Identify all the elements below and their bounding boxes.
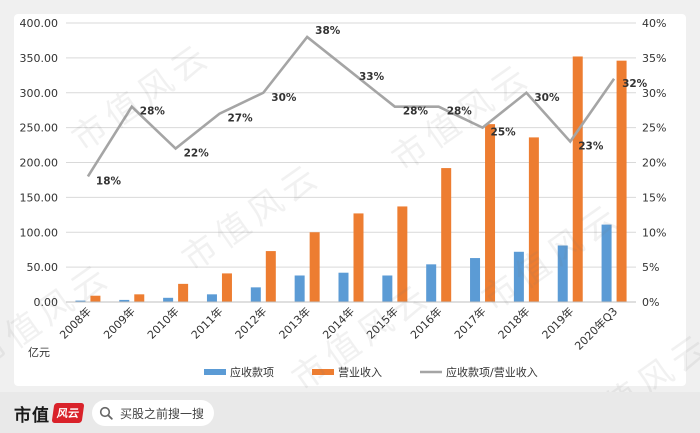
legend-swatch	[312, 369, 334, 375]
bar	[441, 168, 452, 302]
data-label: 23%	[578, 141, 604, 153]
x-tick-label: 2012年	[232, 304, 269, 341]
data-label: 28%	[447, 106, 473, 118]
data-label: 27%	[227, 113, 253, 125]
x-tick-label: 2019年	[539, 304, 576, 341]
data-label: 18%	[96, 175, 122, 187]
y2-tick-label: 5%	[642, 261, 659, 274]
y-tick-label: 250.00	[20, 122, 59, 135]
bar	[616, 60, 627, 302]
bar	[426, 264, 437, 302]
unit-label: 亿元	[28, 346, 50, 359]
y-tick-label: 150.00	[20, 191, 59, 204]
data-label: 22%	[184, 148, 210, 160]
search-box[interactable]: 买股之前搜一搜	[92, 400, 214, 426]
chart: 18%28%22%27%30%38%33%28% 28%25%30%23%32% …	[20, 17, 667, 379]
bar	[178, 283, 189, 302]
x-tick-label: 2008年	[57, 304, 94, 341]
y2-tick-label: 20%	[642, 157, 666, 170]
bar	[206, 294, 217, 302]
legend-label: 营业收入	[338, 365, 382, 379]
bar	[513, 251, 524, 302]
search-icon	[99, 405, 115, 421]
legend-label: 应收款项/营业收入	[446, 365, 538, 379]
y-tick-label: 200.00	[20, 157, 59, 170]
data-label: 33%	[359, 71, 385, 83]
y2-tick-label: 40%	[642, 17, 666, 30]
y2-tick-label: 30%	[642, 87, 666, 100]
bar	[294, 275, 305, 302]
bar	[528, 137, 539, 302]
bar	[134, 294, 145, 302]
x-tick-label: 2018年	[495, 304, 532, 341]
bar	[485, 124, 496, 302]
data-label: 28%	[403, 106, 429, 118]
bar	[250, 287, 261, 302]
ratio-line	[86, 35, 616, 178]
bar	[309, 232, 320, 302]
bar	[119, 299, 130, 302]
data-label: 25%	[491, 127, 517, 139]
x-tick-label: 2020年Q3	[572, 304, 621, 353]
y2-tick-label: 25%	[642, 122, 666, 135]
y-tick-label: 0.00	[34, 296, 59, 309]
y2-tick-label: 15%	[642, 191, 666, 204]
data-label: 28%	[140, 106, 166, 118]
x-tick-label: 2013年	[276, 304, 313, 341]
bar	[163, 297, 174, 302]
y2-tick-label: 0%	[642, 296, 659, 309]
y-tick-label: 50.00	[27, 261, 59, 274]
data-label: 30%	[534, 92, 560, 104]
y2-tick-label: 35%	[642, 52, 666, 65]
legend-swatch	[204, 369, 226, 375]
bar	[221, 273, 232, 302]
data-label: 30%	[271, 92, 297, 104]
legend-label: 应收款项	[230, 365, 274, 379]
bar	[572, 56, 583, 303]
y-tick-label: 100.00	[20, 226, 59, 239]
x-tick-label: 2014年	[320, 304, 357, 341]
x-tick-label: 2009年	[100, 304, 137, 341]
y-tick-label: 300.00	[20, 87, 59, 100]
search-placeholder: 买股之前搜一搜	[120, 406, 205, 421]
brand-seal: 风云	[51, 403, 85, 423]
x-tick-label: 2010年	[144, 304, 181, 341]
x-tick-label: 2016年	[407, 304, 444, 341]
bar	[353, 213, 364, 302]
x-tick-label: 2015年	[363, 304, 400, 341]
bar	[397, 206, 408, 302]
data-label: 32%	[622, 78, 648, 90]
bar	[470, 258, 481, 302]
data-label: 38%	[315, 25, 341, 37]
bar	[338, 272, 349, 302]
bar	[90, 295, 101, 302]
bar	[265, 251, 276, 302]
footer-bar: 市值 风云 买股之前搜一搜	[0, 392, 700, 433]
y-tick-label: 400.00	[20, 17, 59, 30]
y2-tick-label: 10%	[642, 226, 666, 239]
brand-name: 市值	[14, 405, 50, 426]
chart-card: 18% 28% 22% 27% 30% 38% 33% 28% 28% 25% 30% 23% 32% …	[14, 14, 686, 386]
bar	[601, 224, 612, 302]
x-tick-label: 2011年	[188, 304, 225, 341]
bar	[382, 275, 393, 302]
brand-logo[interactable]: 市值 风云	[14, 401, 85, 426]
bar	[75, 300, 86, 302]
bar	[557, 245, 568, 302]
x-tick-label: 2017年	[451, 304, 488, 341]
y-tick-label: 350.00	[20, 52, 59, 65]
